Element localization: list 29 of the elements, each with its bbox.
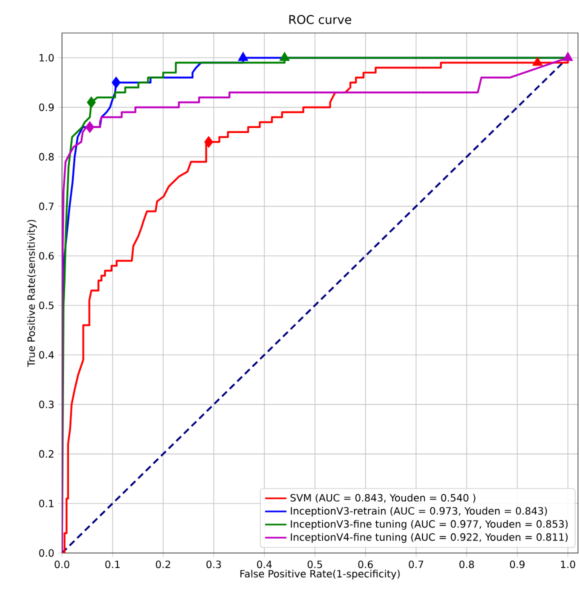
y-tick-label: 0.9 bbox=[39, 104, 54, 112]
y-tick-label: 0.0 bbox=[39, 549, 54, 557]
x-tick-label: 0.5 bbox=[308, 560, 322, 568]
x-tick-label: 0.6 bbox=[358, 560, 373, 568]
y-tick-label: 1.0 bbox=[40, 54, 54, 62]
y-tick-label: 0.6 bbox=[39, 252, 54, 260]
y-tick-label: 0.8 bbox=[39, 153, 54, 161]
x-tick-label: 0.3 bbox=[206, 560, 221, 568]
legend-label: SVM (AUC = 0.843, Youden = 0.540 ) bbox=[290, 494, 476, 503]
chart-title: ROC curve bbox=[289, 14, 352, 24]
x-tick-label: 0.0 bbox=[54, 560, 70, 568]
y-tick-label: 0.1 bbox=[39, 500, 54, 508]
y-tick-label: 0.5 bbox=[39, 302, 54, 310]
y-tick-label: 0.7 bbox=[39, 202, 54, 210]
y-axis-title: True Positive Rate(sensitivity) bbox=[27, 220, 37, 367]
x-tick-label: 0.8 bbox=[459, 560, 474, 568]
x-tick-label: 1.0 bbox=[561, 560, 576, 568]
x-tick-label: 0.4 bbox=[257, 560, 272, 568]
legend-label: InceptionV4-fine tuning (AUC = 0.922, Youden = 0.811) bbox=[290, 533, 568, 543]
y-tick-label: 0.2 bbox=[39, 450, 54, 458]
y-tick-label: 0.4 bbox=[39, 351, 54, 359]
x-tick-label: 0.9 bbox=[510, 560, 525, 568]
x-tick-label: 0.2 bbox=[156, 560, 170, 568]
legend-label: InceptionV3-fine tuning (AUC = 0.977, Youden = 0.853) bbox=[290, 520, 568, 530]
x-axis-title: False Positive Rate(1-specificity) bbox=[240, 570, 400, 580]
legend-label: InceptionV3-retrain (AUC = 0.973, Youden = 0.843) bbox=[290, 506, 547, 517]
x-tick-label: 0.7 bbox=[408, 560, 424, 568]
y-tick-label: 0.3 bbox=[39, 400, 54, 408]
x-tick-label: 0.1 bbox=[105, 560, 120, 568]
